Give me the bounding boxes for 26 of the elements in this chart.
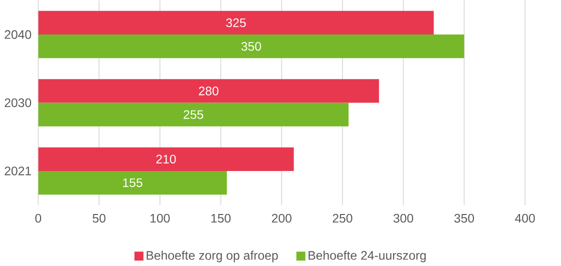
legend-label: Behoefte 24-uurszorg [308, 250, 426, 262]
data-label: 155 [123, 178, 142, 188]
data-label: 350 [241, 42, 262, 51]
y-tick-label: 2021 [4, 166, 32, 176]
x-tick-label: 0 [35, 214, 42, 223]
bar [38, 79, 379, 103]
x-tick-label: 350 [454, 214, 474, 223]
x-tick-label: 300 [393, 214, 414, 223]
x-tick-label: 250 [332, 214, 352, 223]
bar [38, 102, 349, 126]
x-tick-label: 50 [92, 214, 106, 223]
y-tick-label: 2030 [4, 98, 32, 108]
bar [38, 10, 434, 35]
y-tick-label: 2040 [4, 30, 32, 39]
legend-label: Behoefte zorg op afroep [146, 250, 278, 262]
bar [38, 34, 464, 58]
data-label: 280 [198, 86, 218, 96]
x-tick-label: 200 [272, 214, 292, 223]
data-label: 210 [156, 154, 176, 164]
bar [38, 170, 227, 195]
x-tick-label: 400 [515, 214, 535, 223]
data-label: 255 [184, 110, 204, 119]
x-tick-label: 150 [211, 214, 231, 223]
x-tick-label: 100 [150, 214, 170, 223]
bar [38, 147, 294, 171]
data-label: 325 [226, 18, 246, 28]
